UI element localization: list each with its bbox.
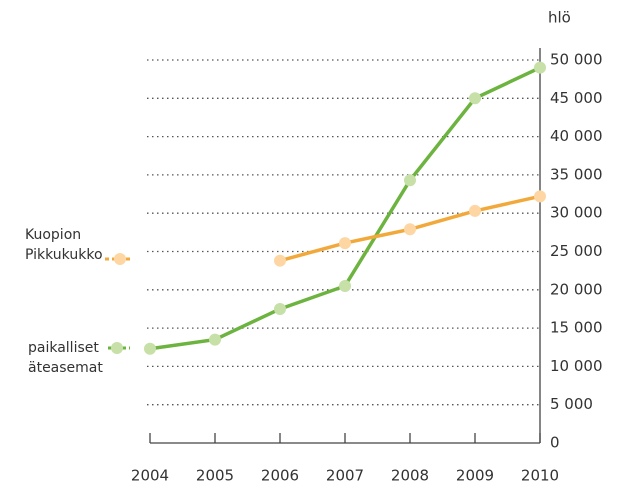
x-tick-label: 2006 xyxy=(261,467,299,485)
x-tick-label: 2004 xyxy=(131,467,169,485)
y-tick-label: 45 000 xyxy=(550,89,603,107)
y-tick-label: 35 000 xyxy=(550,165,603,183)
y-tick-label: 20 000 xyxy=(550,280,603,298)
y-tick-label: 25 000 xyxy=(550,242,603,260)
x-tick-label: 2009 xyxy=(456,467,494,485)
y-tick-label: 5 000 xyxy=(550,395,593,413)
legend-label: Kuopion Pikkukukko xyxy=(25,227,103,263)
point xyxy=(534,190,546,203)
point xyxy=(404,223,416,236)
x-tick-label: 2007 xyxy=(326,467,364,485)
point xyxy=(339,279,351,292)
point xyxy=(144,342,156,355)
point xyxy=(469,204,481,217)
y-tick-label: 15 000 xyxy=(550,319,603,337)
point xyxy=(469,92,481,105)
legend-key-marker xyxy=(114,253,126,265)
x-tick-label: 2010 xyxy=(521,467,559,485)
y-tick-label: 30 000 xyxy=(550,204,603,222)
legend-label: paikalliset äteasemat xyxy=(28,340,103,376)
point xyxy=(209,333,221,346)
point xyxy=(274,254,286,267)
x-tick-label: 2005 xyxy=(196,467,234,485)
y-tick-label: 40 000 xyxy=(550,127,603,145)
x-tick-label: 2008 xyxy=(391,467,429,485)
legend-key-marker xyxy=(111,342,123,354)
point xyxy=(404,174,416,187)
point xyxy=(339,237,351,250)
y-tick-label: 0 xyxy=(550,434,560,452)
point xyxy=(274,302,286,315)
point xyxy=(534,61,546,74)
y-tick-label: 10 000 xyxy=(550,357,603,375)
y-tick-label: 50 000 xyxy=(550,51,603,69)
y-axis-unit: hlö xyxy=(548,9,571,27)
